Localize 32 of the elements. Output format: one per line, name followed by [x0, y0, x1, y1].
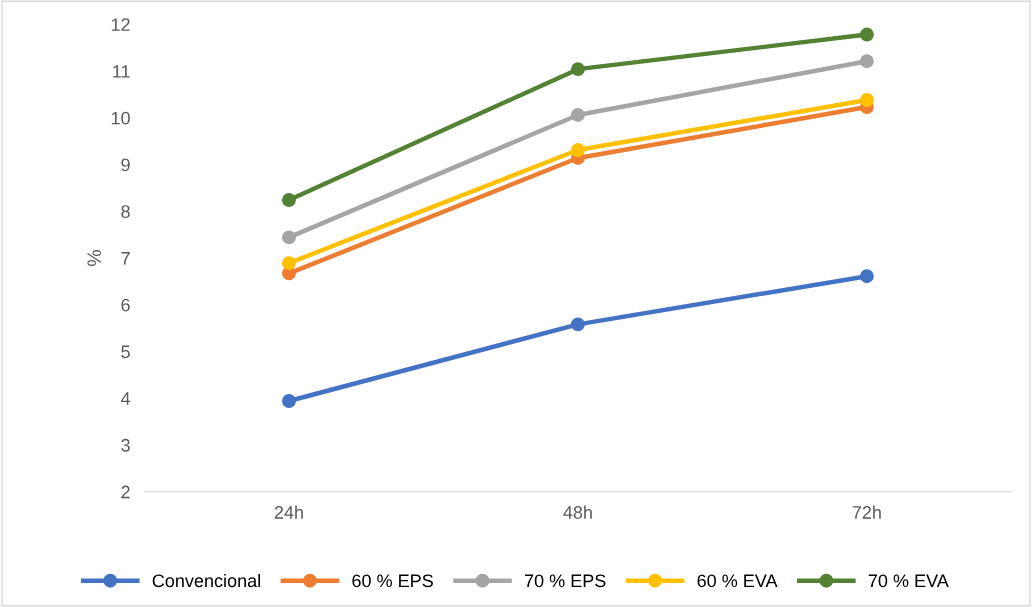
y-tick-label: 11 [113, 65, 130, 78]
legend-label: Convencional [152, 573, 260, 588]
point [859, 54, 874, 69]
point [859, 27, 874, 42]
point [282, 193, 296, 207]
legend-label: 70 % EVA [868, 574, 949, 588]
x-tick-label: 48h [563, 505, 592, 519]
legend-label: 60 % EPS [352, 574, 433, 588]
x-tick-label: 72h [852, 505, 881, 519]
point [570, 62, 585, 77]
point [282, 256, 296, 271]
y-tick-label: 6 [121, 298, 130, 312]
point [859, 269, 874, 284]
y-tick-label: 8 [121, 205, 130, 218]
point [282, 230, 296, 245]
y-tick-label: 3 [121, 438, 130, 452]
point [282, 394, 296, 408]
legend-label: 70 % EPS [524, 574, 606, 588]
y-tick-label: 10 [111, 111, 130, 125]
y-tick-label: 2 [121, 485, 130, 499]
x-tick-label: 24h [274, 505, 303, 519]
y-tick-label: 4 [120, 392, 131, 405]
legend-label: 60 % EVA [697, 574, 778, 588]
y-axis-title: % [87, 250, 102, 266]
point [570, 143, 585, 157]
point [859, 93, 874, 107]
y-tick-label: 5 [121, 345, 130, 359]
point [570, 108, 585, 122]
y-tick-label: 9 [121, 158, 130, 172]
y-tick-label: 12 [111, 18, 130, 31]
y-tick-label: 7 [121, 252, 130, 265]
point [570, 317, 585, 332]
